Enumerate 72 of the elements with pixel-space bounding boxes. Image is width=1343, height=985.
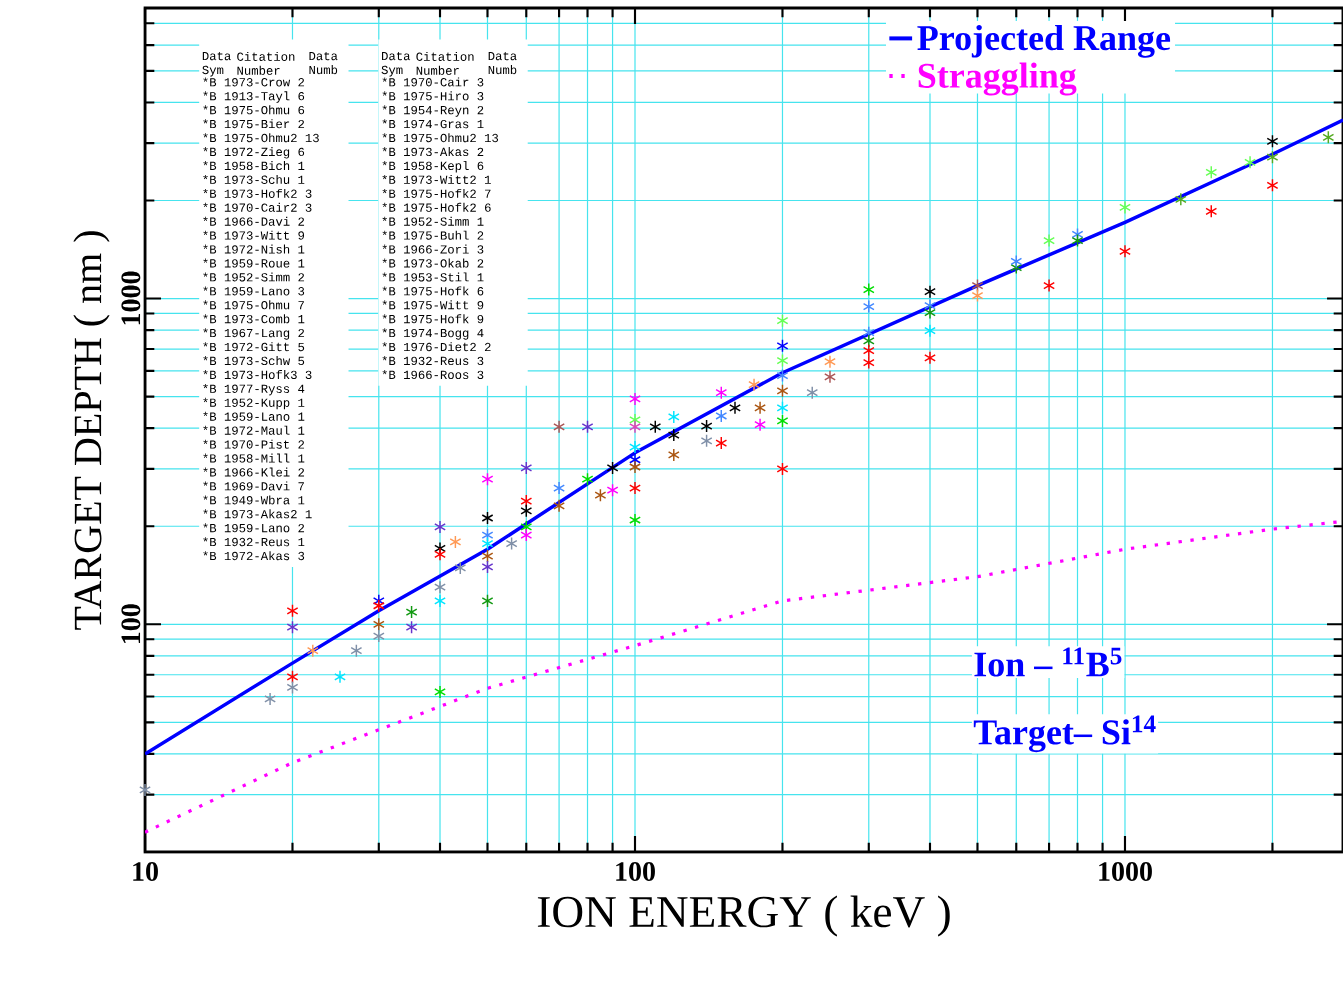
legend-label: Projected Range <box>917 24 1171 58</box>
annotation: *B 1972-Nish 1 <box>203 244 305 254</box>
annotation: *B 1975-Hofk2 7 <box>382 188 491 198</box>
annotation: *B 1972-Maul 1 <box>203 425 305 435</box>
annotation: *B 1975-Ohmu2 13 <box>203 133 319 143</box>
legend-label: Straggling <box>918 62 1077 96</box>
annotation: *B 1958-Kepl 6 <box>382 161 484 173</box>
annotation: *B 1959-Roue 1 <box>203 258 305 268</box>
annotation: *B 1959-Lano 2 <box>203 523 305 533</box>
x-axis-title: ION ENERGY ( keV ) <box>537 895 950 937</box>
annotation: *B 1975-Ohmu 6 <box>203 105 305 115</box>
annotation: *B 1954-Reyn 2 <box>382 105 484 117</box>
annotation: Data Numb <box>309 51 338 75</box>
annotation: *B 1959-Lano 1 <box>203 411 305 421</box>
annotation: *B 1966-Davi 2 <box>203 216 305 226</box>
annotation: Ion – $^{11}$B$^{5}$ <box>974 647 1122 677</box>
x-tick-label: 10 <box>133 862 158 881</box>
annotation: *B 1970-Pist 2 <box>203 439 305 449</box>
annotation: *B 1966-Klei 2 <box>203 467 305 477</box>
annotation: *B 1974-Gras 1 <box>382 119 484 129</box>
annotation: Data Sym <box>381 51 411 77</box>
annotation: *B 1966-Zori 3 <box>382 244 484 254</box>
annotation: *B 1969-Davi 7 <box>203 481 304 491</box>
annotation: *B 1953-Stil 1 <box>382 272 484 282</box>
annotation: *B 1975-Hofk 6 <box>382 286 484 296</box>
annotation: *B 1959-Lano 3 <box>203 286 305 296</box>
annotation: *B 1975-Hofk2 6 <box>382 202 491 212</box>
annotation: *B 1952-Kupp 1 <box>203 397 305 410</box>
annotation: *B 1952-Simm 1 <box>382 216 484 226</box>
annotation: *B 1972-Zieg 6 <box>203 147 305 159</box>
annotation: *B 1958-Bich 1 <box>203 161 305 171</box>
annotation: Citation Number <box>237 51 295 75</box>
annotation: *B 1932-Reus 3 <box>382 356 484 366</box>
annotation: *B 1967-Lang 2 <box>203 328 305 340</box>
annotation: Target– Si$^{14}$ <box>973 715 1156 753</box>
annotation: *B 1975-Ohmu2 13 <box>382 133 499 143</box>
x-tick-label: 1000 <box>1099 862 1152 881</box>
annotation: *B 1973-Schw 5 <box>203 356 305 366</box>
annotation: *B 1975-Buhl 2 <box>382 230 484 240</box>
annotation: *B 1973-Okab 2 <box>382 258 484 268</box>
annotation: *B 1952-Simm 2 <box>203 272 305 282</box>
annotation: *B 1913-Tayl 6 <box>203 91 305 103</box>
y-axis-title: TARGET DEPTH ( nm ) <box>73 231 110 630</box>
annotation: *B 1970-Cair 3 <box>382 77 484 87</box>
annotation: *B 1973-Hofk3 3 <box>203 370 312 380</box>
annotation: *B 1973-Akas2 1 <box>203 509 312 519</box>
annotation: *B 1972-Gitt 5 <box>203 342 305 352</box>
annotation: *B 1932-Reus 1 <box>203 537 305 547</box>
annotation: *B 1958-Mill 1 <box>203 453 305 463</box>
annotation: *B 1970-Cair2 3 <box>203 202 312 212</box>
x-tick-label: 100 <box>616 862 655 881</box>
annotation: *B 1974-Bogg 4 <box>382 328 484 340</box>
annotation: *B 1975-Ohmu 7 <box>203 300 304 310</box>
annotation: *B 1973-Comb 1 <box>203 314 305 324</box>
annotation: Data Sym <box>202 51 231 77</box>
annotation: *B 1976-Diet2 2 <box>382 342 491 352</box>
annotation: Citation Number <box>416 51 474 75</box>
annotation: *B 1973-Witt 9 <box>203 230 305 240</box>
annotation: *B 1977-Ryss 4 <box>203 383 305 396</box>
annotation: *B 1966-Roos 3 <box>382 370 484 380</box>
annotation: *B 1975-Hofk 9 <box>382 314 484 324</box>
annotation: *B 1973-Schu 1 <box>203 174 305 184</box>
annotation: Data Numb <box>488 51 517 75</box>
annotation: *B 1973-Akas 2 <box>382 147 484 157</box>
annotation: *B 1972-Akas 3 <box>203 551 305 561</box>
annotation: *B 1973-Hofk2 3 <box>203 188 312 198</box>
annotation: *B 1949-Wbra 1 <box>203 495 305 505</box>
annotation: *B 1975-Hiro 3 <box>382 91 484 101</box>
annotation: *B 1975-Witt 9 <box>382 300 484 310</box>
annotation: *B 1973-Witt2 1 <box>382 174 491 184</box>
annotation: *B 1975-Bier 2 <box>203 119 305 129</box>
annotation: *B 1973-Crow 2 <box>203 77 305 87</box>
